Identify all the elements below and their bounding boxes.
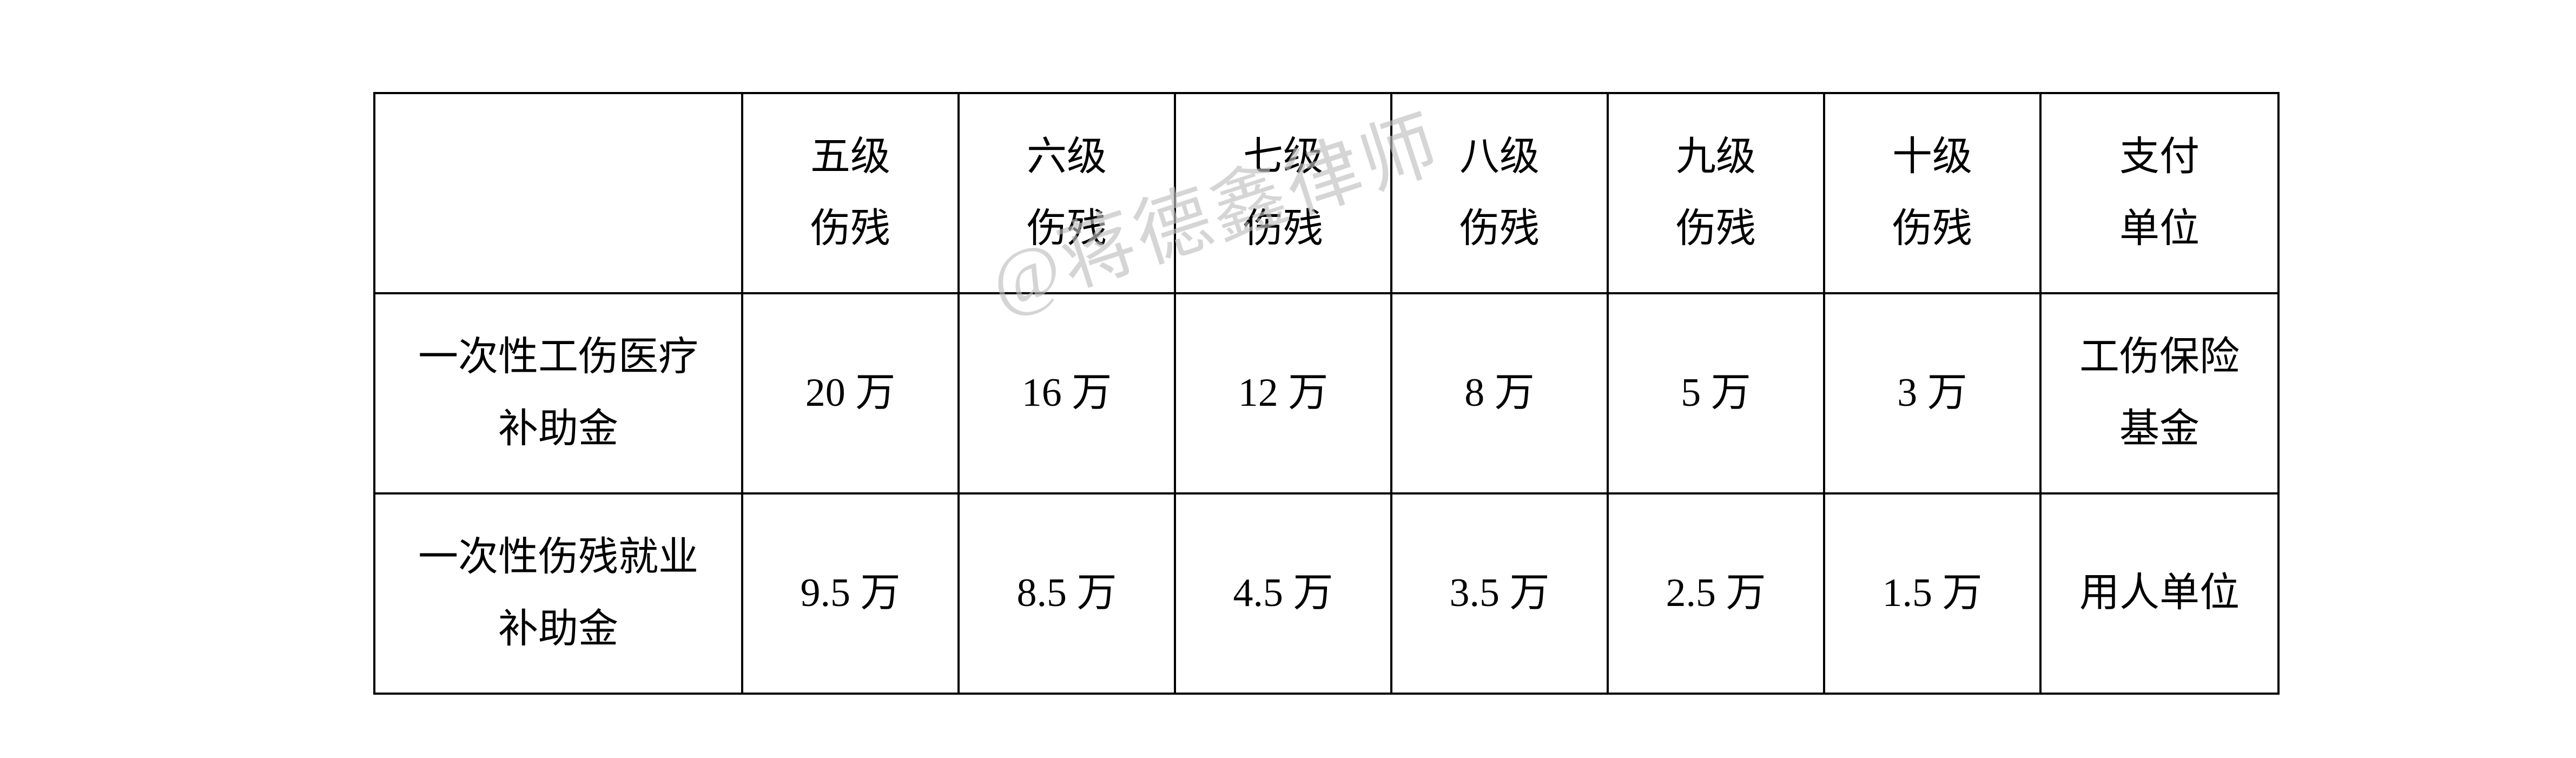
cell-text: 一次性伤残就业补助金 (418, 535, 698, 651)
header-label: 八级伤残 (1459, 135, 1540, 251)
header-payer: 支付单位 (2040, 93, 2278, 293)
cell-payer: 用人单位 (2040, 493, 2278, 694)
cell-value: 5 万 (1608, 293, 1824, 493)
cell-value: 9.5 万 (742, 493, 959, 694)
header-label: 五级伤残 (810, 135, 890, 251)
header-label: 六级伤残 (1027, 135, 1107, 251)
row-label: 一次性工伤医疗补助金 (374, 293, 742, 493)
cell-text: 一次性工伤医疗补助金 (418, 335, 698, 451)
header-label: 九级伤残 (1676, 135, 1756, 251)
header-level10: 十级伤残 (1824, 93, 2040, 293)
cell-payer: 工伤保险基金 (2040, 293, 2278, 493)
cell-value: 1.5 万 (1824, 493, 2040, 694)
table-header-row: 五级伤残 六级伤残 七级伤残 八级伤残 九级伤残 十级伤残 支付单位 (374, 93, 2278, 293)
cell-value: 2.5 万 (1608, 493, 1824, 694)
row-label: 一次性伤残就业补助金 (374, 493, 742, 694)
cell-value: 3 万 (1824, 293, 2040, 493)
header-level5: 五级伤残 (742, 93, 959, 293)
cell-text: 用人单位 (2079, 571, 2240, 615)
table-row: 一次性伤残就业补助金 9.5 万 8.5 万 4.5 万 3.5 万 2.5 万… (374, 493, 2278, 694)
page: 五级伤残 六级伤残 七级伤残 八级伤残 九级伤残 十级伤残 支付单位 一次性工伤… (0, 0, 2576, 758)
header-label: 七级伤残 (1243, 135, 1323, 251)
table-row: 一次性工伤医疗补助金 20 万 16 万 12 万 8 万 5 万 3 万 工伤… (374, 293, 2278, 493)
cell-value: 12 万 (1175, 293, 1391, 493)
cell-value: 16 万 (959, 293, 1175, 493)
cell-value: 8 万 (1391, 293, 1608, 493)
cell-value: 3.5 万 (1391, 493, 1608, 694)
cell-value: 8.5 万 (959, 493, 1175, 694)
header-level6: 六级伤残 (959, 93, 1175, 293)
compensation-table: 五级伤残 六级伤残 七级伤残 八级伤残 九级伤残 十级伤残 支付单位 一次性工伤… (373, 92, 2280, 695)
header-label: 十级伤残 (1892, 135, 1972, 251)
header-label: 支付单位 (2119, 135, 2199, 251)
cell-value: 20 万 (742, 293, 959, 493)
cell-text: 工伤保险基金 (2079, 335, 2240, 451)
header-blank (374, 93, 742, 293)
cell-value: 4.5 万 (1175, 493, 1391, 694)
header-level9: 九级伤残 (1608, 93, 1824, 293)
header-level8: 八级伤残 (1391, 93, 1608, 293)
header-level7: 七级伤残 (1175, 93, 1391, 293)
